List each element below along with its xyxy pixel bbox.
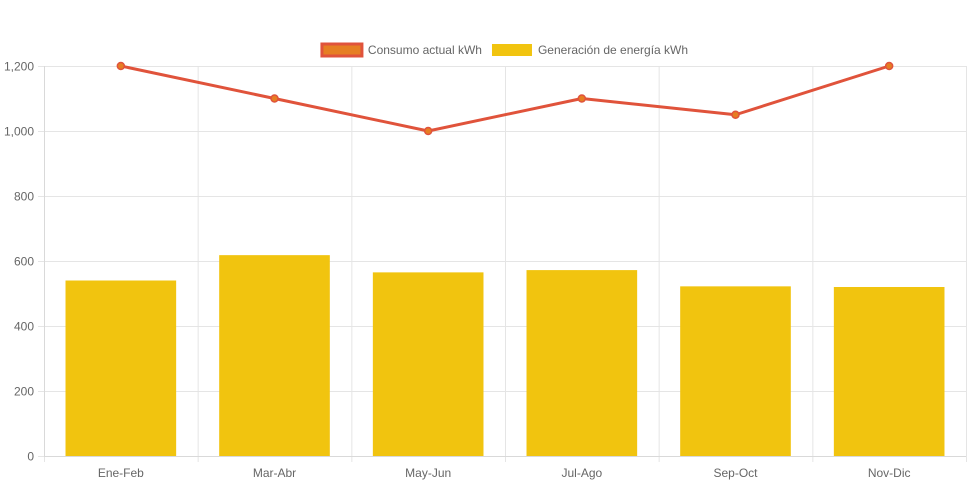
x-tick-label: Nov-Dic (868, 466, 911, 480)
y-tick-label: 800 (14, 190, 34, 204)
x-tick-label: Ene-Feb (98, 466, 144, 480)
line-point[interactable] (731, 110, 740, 119)
grid (38, 66, 967, 462)
y-tick-label: 400 (14, 320, 34, 334)
line-point[interactable] (116, 61, 126, 71)
line-path (120, 64, 890, 133)
x-tick-label: Sep-Oct (713, 466, 758, 480)
legend-swatch-consumo[interactable] (320, 42, 364, 58)
line-point[interactable] (577, 94, 587, 103)
axes: 0 200 400 600 800 1,000 1,200 Ene-Feb Mar-Abr May… (4, 60, 966, 480)
y-tick-label: 0 (27, 450, 34, 464)
y-tick-label: 1,000 (4, 125, 34, 139)
legend-label-generacion[interactable]: Generación de energía kWh (538, 43, 688, 57)
x-tick-label: Jul-Ago (561, 466, 602, 480)
legend-swatch-generacion[interactable] (491, 44, 532, 56)
bar[interactable] (833, 287, 945, 456)
x-tick-label: May-Jun (405, 466, 451, 480)
bar[interactable] (219, 255, 330, 456)
bar[interactable] (680, 286, 791, 456)
bar[interactable] (526, 270, 638, 456)
bar[interactable] (372, 272, 484, 456)
y-tick-label: 600 (14, 255, 34, 269)
line-point[interactable] (884, 61, 894, 71)
bar-series (65, 255, 945, 457)
line-point[interactable] (270, 94, 279, 103)
line-point[interactable] (423, 126, 433, 136)
y-tick-label: 200 (14, 385, 34, 399)
y-tick-label: 1,200 (4, 60, 34, 74)
legend-label-consumo[interactable]: Consumo actual kWh (368, 43, 482, 57)
x-tick-label: Mar-Abr (253, 466, 296, 480)
line-series (116, 61, 894, 136)
bar[interactable] (65, 280, 177, 457)
legend[interactable]: Consumo actual kWh Generación de energía… (320, 42, 688, 58)
